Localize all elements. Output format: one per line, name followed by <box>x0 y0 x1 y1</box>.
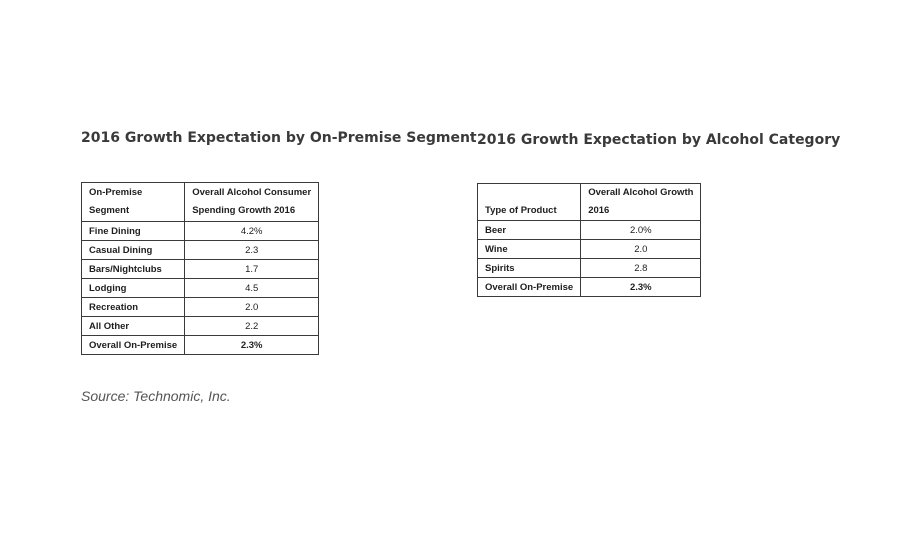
table-row: All Other 2.2 <box>80 316 320 336</box>
row-label: Beer <box>476 220 582 240</box>
header-line: Spending Growth 2016 <box>192 205 296 216</box>
header-line: Segment <box>89 205 130 216</box>
table-row: Spirits 2.8 <box>476 258 702 278</box>
column-header-product-type: Type of Product <box>476 183 582 221</box>
header-line: 2016 <box>588 205 610 216</box>
table-row: Bars/Nightclubs 1.7 <box>80 259 320 279</box>
row-label: All Other <box>80 316 186 336</box>
row-value: 2.3% <box>184 335 320 355</box>
table-total-row: Overall On-Premise 2.3% <box>476 277 702 297</box>
row-value: 4.2% <box>184 221 320 241</box>
table-row: Lodging 4.5 <box>80 278 320 298</box>
row-label: Overall On-Premise <box>476 277 582 297</box>
category-growth-table: Type of Product Overall Alcohol Growth 20… <box>476 183 702 297</box>
column-header-alcohol-growth: Overall Alcohol Growth 2016 <box>580 183 702 221</box>
row-label: Recreation <box>80 297 186 317</box>
column-header-segment: On-Premise Segment <box>80 182 186 222</box>
row-value: 2.0% <box>580 220 702 240</box>
table-total-row: Overall On-Premise 2.3% <box>80 335 320 355</box>
segment-growth-table: On-Premise Segment Overall Alcohol Consum… <box>80 182 320 355</box>
row-label: Wine <box>476 239 582 259</box>
row-value: 4.5 <box>184 278 320 298</box>
table-row: Wine 2.0 <box>476 239 702 259</box>
table-header-row: On-Premise Segment Overall Alcohol Consum… <box>80 182 320 222</box>
column-header-spending-growth: Overall Alcohol Consumer Spending Growth … <box>184 182 320 222</box>
source-caption: Source: Technomic, Inc. <box>81 388 231 404</box>
table-row: Recreation 2.0 <box>80 297 320 317</box>
table-header-row: Type of Product Overall Alcohol Growth 20… <box>476 183 702 221</box>
row-label: Fine Dining <box>80 221 186 241</box>
table-row: Fine Dining 4.2% <box>80 221 320 241</box>
row-label: Overall On-Premise <box>80 335 186 355</box>
row-label: Lodging <box>80 278 186 298</box>
category-table-title: 2016 Growth Expectation by Alcohol Categ… <box>477 132 841 148</box>
row-label: Spirits <box>476 258 582 278</box>
row-value: 2.0 <box>580 239 702 259</box>
header-line: On-Premise <box>89 187 143 198</box>
table-row: Casual Dining 2.3 <box>80 240 320 260</box>
row-label: Bars/Nightclubs <box>80 259 186 279</box>
row-value: 2.3 <box>184 240 320 260</box>
row-value: 2.8 <box>580 258 702 278</box>
header-line: Overall Alcohol Consumer <box>192 187 312 198</box>
row-value: 1.7 <box>184 259 320 279</box>
table-row: Beer 2.0% <box>476 220 702 240</box>
row-value: 2.0 <box>184 297 320 317</box>
segment-table-title: 2016 Growth Expectation by On-Premise Se… <box>81 130 477 146</box>
header-line: Overall Alcohol Growth <box>588 187 694 198</box>
row-label: Casual Dining <box>80 240 186 260</box>
row-value: 2.3% <box>580 277 702 297</box>
row-value: 2.2 <box>184 316 320 336</box>
